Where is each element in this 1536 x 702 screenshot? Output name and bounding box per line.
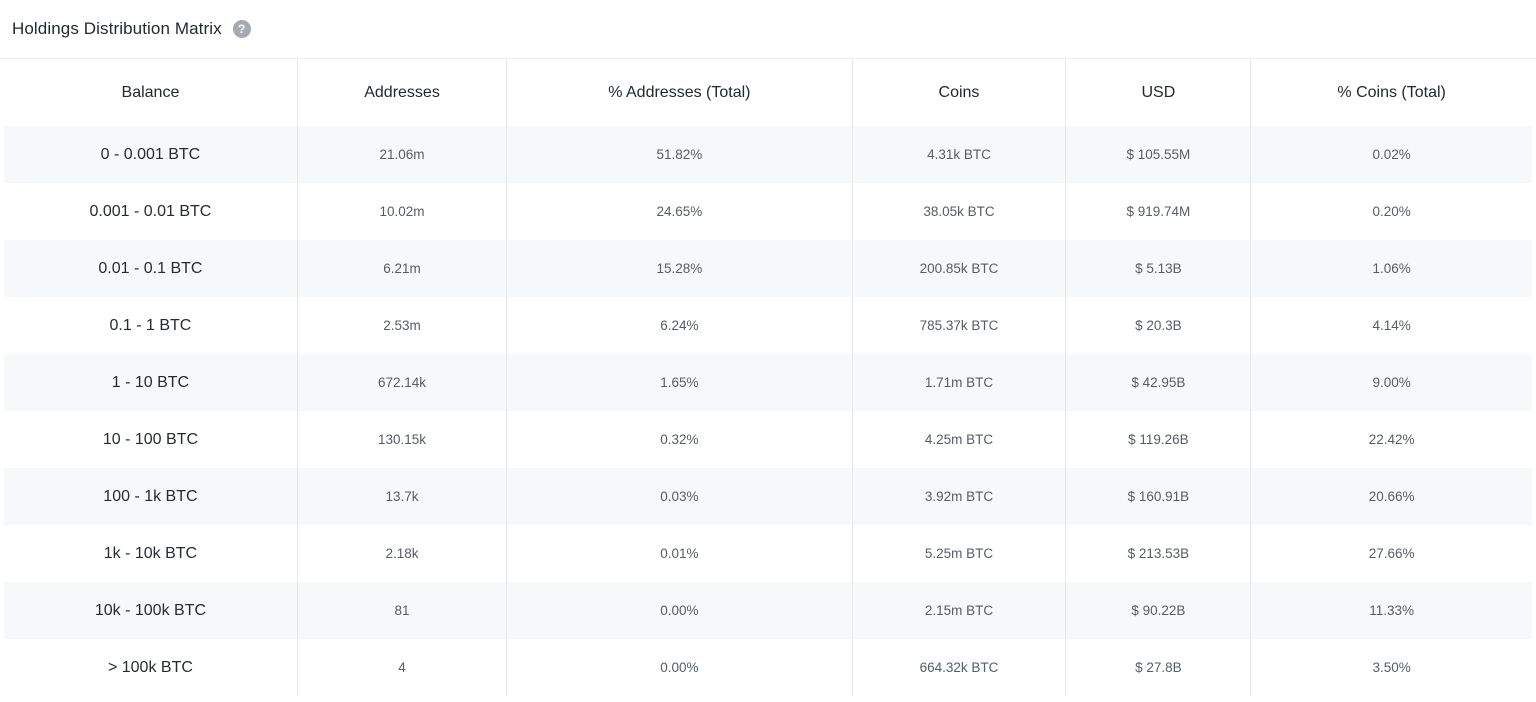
balance-cell: 1 - 10 BTC [111, 373, 190, 391]
pct-addresses-cell: 0.00% [506, 639, 853, 696]
table-row: 0.001 - 0.01 BTC 10.02m 24.65% 38.05k BTC $ … [4, 183, 1532, 240]
usd-cell: $ 42.95B [1065, 354, 1251, 411]
addresses-cell: 13.7k [296, 468, 507, 525]
pct-coins-cell: 20.66% [1250, 468, 1532, 525]
addresses-cell: 2.18k [296, 525, 507, 582]
addresses-cell: 21.06m [296, 126, 507, 183]
pct-coins-cell: 3.50% [1250, 639, 1532, 696]
pct-coins-cell: 22.42% [1250, 411, 1532, 468]
coins-cell: 200.85k BTC [851, 240, 1066, 297]
balance-cell: 10k - 100k BTC [94, 601, 207, 619]
balance-cell: 10 - 100 BTC [102, 430, 199, 448]
usd-cell: $ 119.26B [1065, 411, 1251, 468]
coins-cell: 38.05k BTC [851, 183, 1066, 240]
pct-addresses-cell: 51.82% [506, 126, 853, 183]
balance-cell: 100 - 1k BTC [103, 487, 198, 505]
table-row: 1 - 10 BTC 672.14k 1.65% 1.71m BTC $ 42.95B 9… [4, 354, 1532, 411]
pct-addresses-cell: 0.01% [506, 525, 853, 582]
pct-addresses-cell: 6.24% [506, 297, 853, 354]
pct-addresses-cell: 0.32% [506, 411, 853, 468]
column-header-pct-coins: % Coins (Total) [1250, 59, 1532, 126]
pct-coins-cell: 11.33% [1250, 582, 1532, 639]
balance-cell: 0.001 - 0.01 BTC [89, 202, 212, 220]
balance-cell: > 100k BTC [107, 658, 193, 676]
table-row: 1k - 10k BTC 2.18k 0.01% 5.25m BTC $ 213.53B… [4, 525, 1532, 582]
addresses-cell: 2.53m [296, 297, 507, 354]
usd-cell: $ 20.3B [1065, 297, 1251, 354]
table-row: > 100k BTC 4 0.00% 664.32k BTC $ 27.8B 3.50% [4, 639, 1532, 696]
pct-coins-cell: 9.00% [1250, 354, 1532, 411]
pct-addresses-cell: 15.28% [506, 240, 853, 297]
column-header-coins: Coins [851, 59, 1066, 126]
panel-header: Holdings Distribution Matrix ? [0, 0, 1536, 58]
panel-title: Holdings Distribution Matrix [12, 19, 222, 38]
usd-cell: $ 919.74M [1065, 183, 1251, 240]
usd-cell: $ 90.22B [1065, 582, 1251, 639]
coins-cell: 785.37k BTC [851, 297, 1066, 354]
table-row: 0 - 0.001 BTC 21.06m 51.82% 4.31k BTC $ 105.… [4, 126, 1532, 183]
table-row: 10 - 100 BTC 130.15k 0.32% 4.25m BTC $ 119.2… [4, 411, 1532, 468]
table-body: 0 - 0.001 BTC 21.06m 51.82% 4.31k BTC $ 105.… [4, 126, 1532, 696]
addresses-cell: 4 [296, 639, 507, 696]
coins-cell: 664.32k BTC [851, 639, 1066, 696]
usd-cell: $ 27.8B [1065, 639, 1251, 696]
table-header-row: Balance Addresses% Addresses (Total) Coins… [4, 59, 1532, 126]
usd-cell: $ 5.13B [1065, 240, 1251, 297]
addresses-cell: 672.14k [296, 354, 507, 411]
table-row: 0.01 - 0.1 BTC 6.21m 15.28% 200.85k BTC $ 5.… [4, 240, 1532, 297]
addresses-cell: 10.02m [296, 183, 507, 240]
balance-cell: 0.01 - 0.1 BTC [98, 259, 203, 277]
addresses-cell: 81 [296, 582, 507, 639]
coins-cell: 5.25m BTC [851, 525, 1066, 582]
pct-addresses-cell: 1.65% [506, 354, 853, 411]
pct-addresses-cell: 0.03% [506, 468, 853, 525]
pct-addresses-cell: 0.00% [506, 582, 853, 639]
balance-cell: 0.1 - 1 BTC [109, 316, 192, 334]
pct-coins-cell: 4.14% [1250, 297, 1532, 354]
addresses-cell: 6.21m [296, 240, 507, 297]
coins-cell: 1.71m BTC [851, 354, 1066, 411]
column-header-addresses: Addresses [296, 59, 507, 126]
pct-coins-cell: 27.66% [1250, 525, 1532, 582]
usd-cell: $ 160.91B [1065, 468, 1251, 525]
coins-cell: 4.25m BTC [851, 411, 1066, 468]
pct-coins-cell: 0.02% [1250, 126, 1532, 183]
table-row: 100 - 1k BTC 13.7k 0.03% 3.92m BTC $ 160.91B… [4, 468, 1532, 525]
column-header-balance: Balance [4, 59, 298, 126]
help-icon[interactable]: ? [232, 20, 251, 38]
addresses-cell: 130.15k [296, 411, 507, 468]
table-container: Balance Addresses% Addresses (Total) Coins… [0, 58, 1536, 696]
usd-cell: $ 213.53B [1065, 525, 1251, 582]
usd-cell: $ 105.55M [1065, 126, 1251, 183]
coins-cell: 2.15m BTC [851, 582, 1066, 639]
table-row: 0.1 - 1 BTC 2.53m 6.24% 785.37k BTC $ 20.3B 4… [4, 297, 1532, 354]
pct-coins-cell: 0.20% [1250, 183, 1532, 240]
column-header-pct-addresses: % Addresses (Total) [506, 59, 853, 126]
holdings-table: Balance Addresses% Addresses (Total) Coins… [4, 59, 1532, 696]
pct-addresses-cell: 24.65% [506, 183, 853, 240]
balance-cell: 1k - 10k BTC [103, 544, 198, 562]
coins-cell: 4.31k BTC [851, 126, 1066, 183]
balance-cell: 0 - 0.001 BTC [100, 145, 201, 163]
pct-coins-cell: 1.06% [1250, 240, 1532, 297]
column-header-usd: USD [1065, 59, 1251, 126]
table-row: 10k - 100k BTC 81 0.00% 2.15m BTC $ 90.22B 11… [4, 582, 1532, 639]
coins-cell: 3.92m BTC [851, 468, 1066, 525]
